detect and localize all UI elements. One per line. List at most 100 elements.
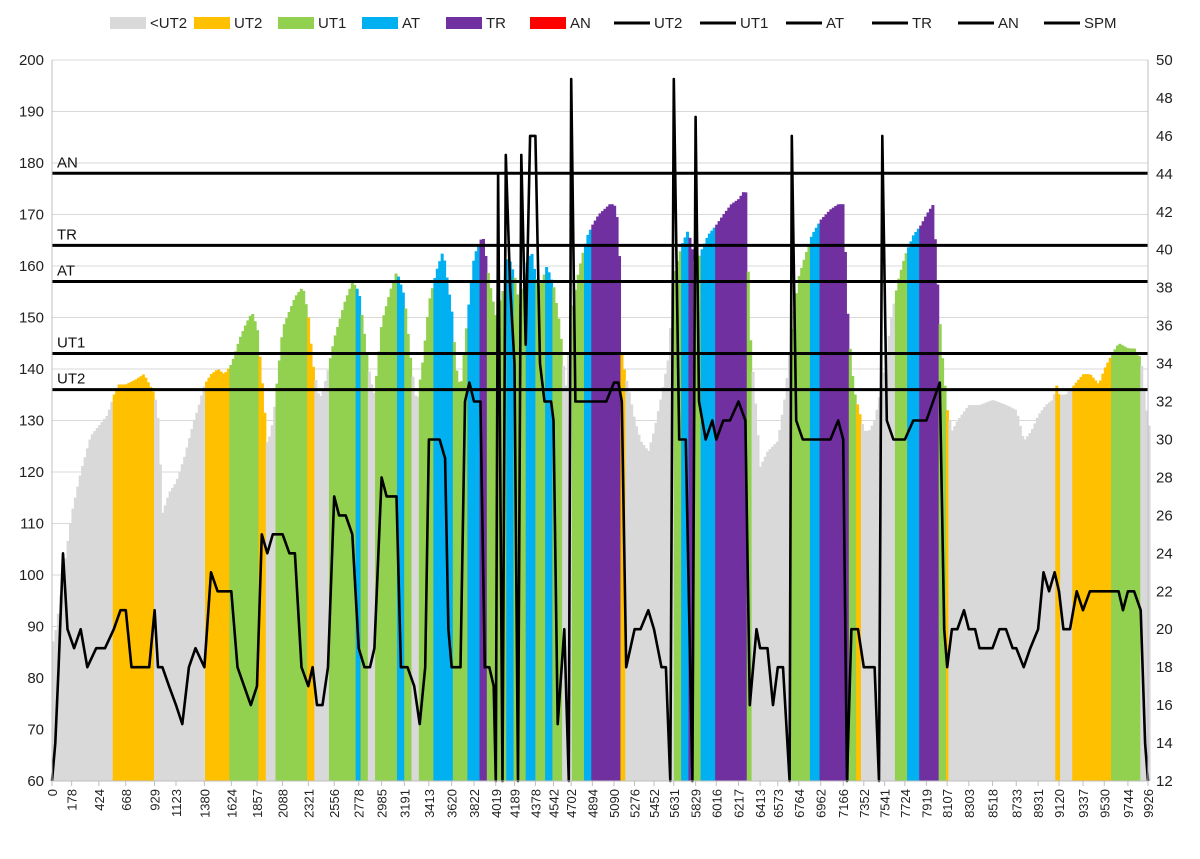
hr-bar: [127, 383, 131, 781]
hr-bar: [722, 214, 726, 781]
legend-swatch: [278, 17, 314, 29]
hr-bar: [435, 268, 439, 781]
hr-bar: [683, 237, 687, 782]
hr-bar: [251, 313, 255, 781]
hr-bar: [987, 401, 991, 781]
hr-bar: [720, 217, 724, 782]
hr-bar: [224, 372, 228, 781]
hr-bar: [583, 243, 588, 781]
y2-tick-label: 38: [1156, 280, 1173, 297]
x-tick-label: 6764: [792, 789, 807, 818]
hr-bar: [166, 497, 170, 781]
hr-bar: [1147, 425, 1151, 781]
hr-bar: [472, 260, 476, 782]
hr-bar: [287, 312, 291, 781]
hr-bar: [661, 386, 665, 781]
x-tick-label: 4542: [547, 789, 562, 818]
hr-bar: [98, 424, 102, 781]
hr-bar: [1079, 376, 1083, 781]
hr-bar: [115, 388, 119, 781]
legend-label: AT: [402, 15, 420, 32]
hr-bar: [608, 204, 612, 782]
hr-bar: [763, 456, 767, 781]
hr-bar: [183, 456, 187, 781]
hr-bar: [112, 394, 116, 781]
hr-bar: [222, 373, 226, 781]
hr-bar: [1064, 394, 1068, 781]
hr-bar: [532, 268, 537, 781]
hr-bar: [549, 279, 554, 781]
hr-bar: [1140, 365, 1144, 781]
hr-bar: [268, 436, 272, 781]
hr-bar: [321, 388, 325, 781]
hr-bar: [370, 384, 374, 781]
hr-bar: [836, 204, 840, 781]
hr-bar: [564, 385, 568, 781]
hr-bar: [654, 422, 658, 781]
hr-bar: [596, 216, 600, 782]
hr-bar: [603, 208, 607, 781]
x-tick-label: 5829: [689, 789, 704, 818]
hr-bar: [401, 292, 405, 781]
hr-bar: [256, 330, 260, 781]
y2-tick-label: 12: [1156, 773, 1173, 790]
hr-bar: [914, 232, 918, 781]
x-tick-label: 424: [92, 789, 107, 811]
hr-bar: [749, 340, 753, 781]
hr-bar: [161, 512, 165, 781]
hr-bar: [1013, 409, 1017, 781]
hr-bar: [1137, 356, 1141, 781]
hr-bar: [1043, 406, 1047, 781]
hr-bar: [632, 416, 636, 781]
hr-bar: [95, 428, 99, 781]
spm-line: [50, 77, 1150, 783]
hr-bar: [273, 406, 277, 781]
hr-bar: [615, 217, 619, 781]
hr-bar: [1130, 348, 1134, 781]
hr-bar: [122, 384, 126, 781]
hr-bar: [455, 370, 459, 781]
hr-bar: [1016, 415, 1020, 781]
hr-bar: [440, 253, 444, 781]
hr-bar: [656, 411, 660, 781]
hr-bar: [909, 241, 913, 781]
legend-label: TR: [486, 15, 506, 32]
x-tick-label: 4894: [585, 789, 600, 818]
y-tick-label: 180: [19, 155, 44, 172]
x-tick-label: 2556: [327, 789, 342, 818]
hr-bar: [882, 372, 886, 781]
hr-bar: [1115, 345, 1120, 781]
hr-bar: [496, 309, 500, 781]
hr-bar: [586, 234, 590, 781]
hr-bar: [345, 295, 349, 781]
hr-bar: [438, 261, 442, 781]
hr-bar: [557, 318, 561, 781]
hr-bar: [705, 237, 709, 781]
hr-bar: [214, 370, 218, 781]
y2-tick-label: 16: [1156, 697, 1173, 714]
hr-bar: [1033, 423, 1037, 781]
hr-bar: [311, 366, 315, 781]
hr-bar: [409, 357, 413, 781]
legend-label: <UT2: [150, 15, 187, 32]
hr-bar: [712, 227, 716, 781]
hr-bar: [649, 442, 653, 781]
legend-label: UT2: [234, 15, 262, 32]
hr-bar: [365, 352, 369, 781]
hr-bar: [805, 251, 809, 781]
hr-bar: [428, 298, 432, 781]
y2-tick-label: 50: [1156, 52, 1173, 69]
x-tick-label: 178: [65, 789, 80, 811]
hr-bar: [571, 305, 575, 781]
x-tick-label: 9120: [1052, 789, 1067, 818]
hr-bar: [358, 296, 362, 781]
hr-bar: [239, 336, 243, 781]
hr-bar: [1062, 394, 1066, 781]
hr-bar: [1038, 413, 1042, 781]
hr-bar: [154, 399, 158, 781]
hr-bar: [1111, 353, 1115, 781]
hr-bar: [1069, 388, 1073, 781]
hr-bar: [192, 420, 196, 781]
hr-bar: [219, 371, 223, 781]
hr-bar: [535, 278, 539, 781]
